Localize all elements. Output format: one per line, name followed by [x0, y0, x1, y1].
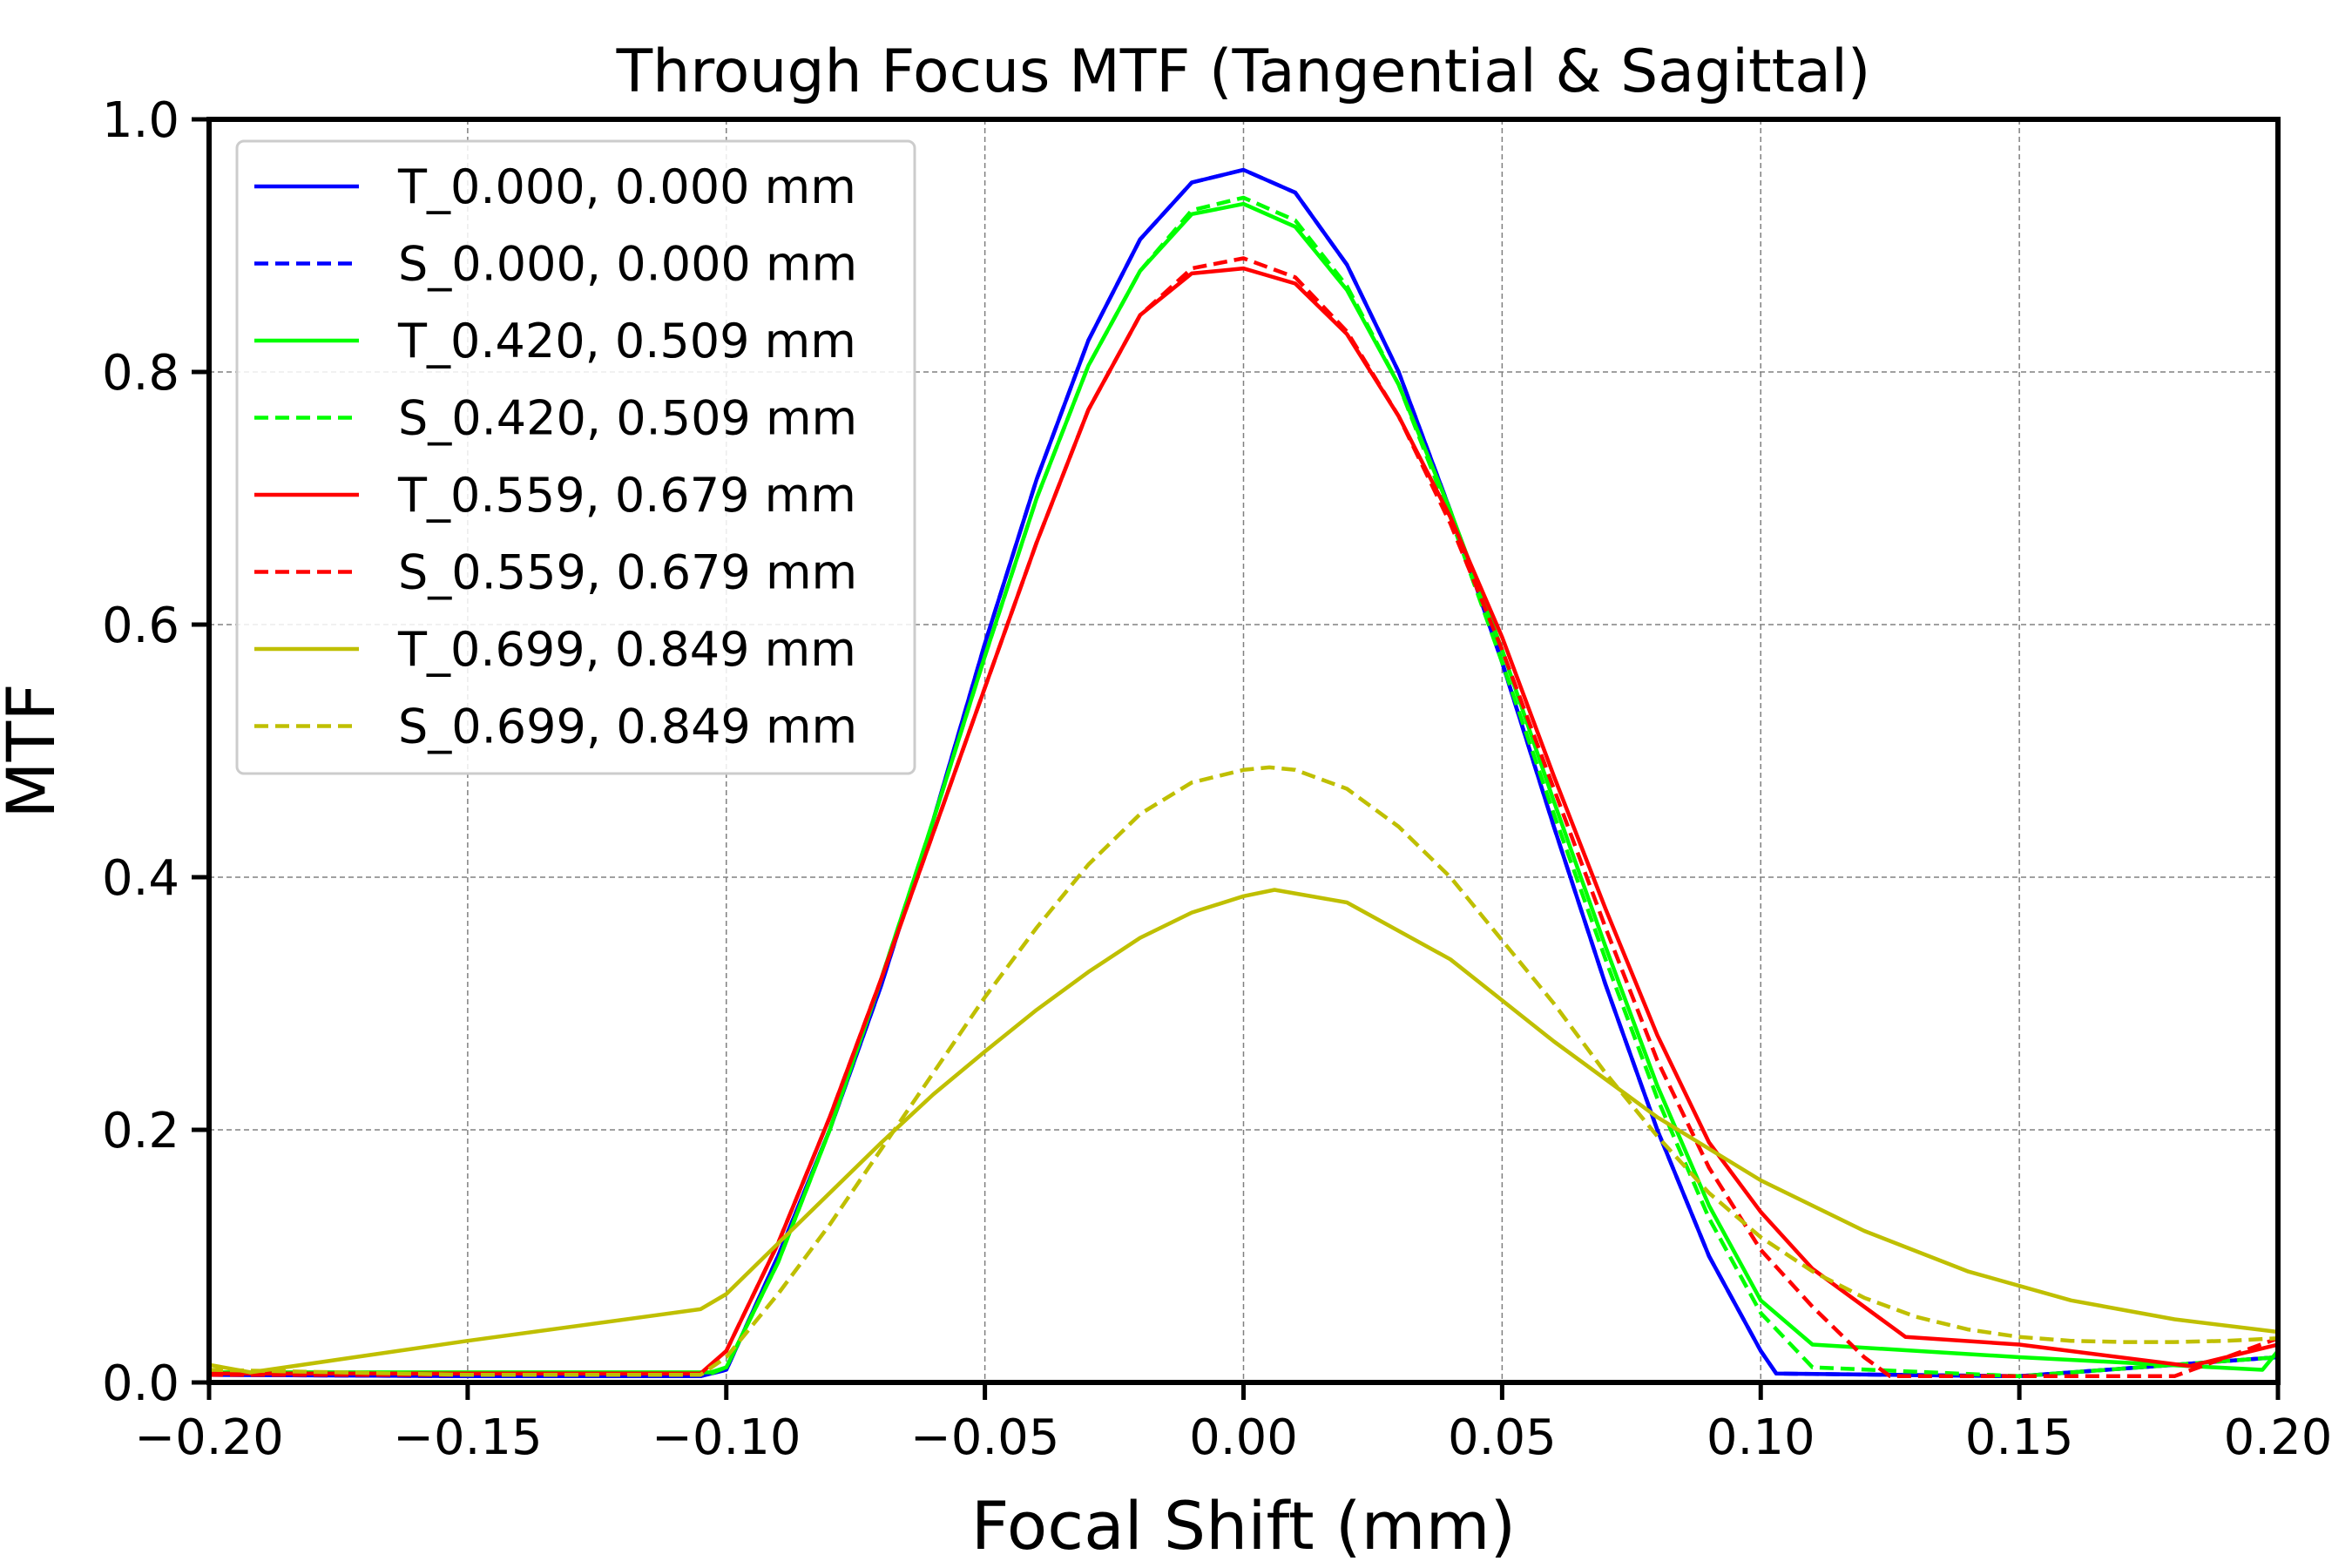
chart-title: Through Focus MTF (Tangential & Sagittal…: [616, 37, 1871, 106]
x-tick-label: 0.00: [1189, 1409, 1298, 1466]
y-tick-label: 1.0: [102, 92, 179, 149]
y-tick-label: 0.4: [102, 850, 179, 907]
x-tick-label: 0.05: [1448, 1409, 1557, 1466]
plot-series: [209, 167, 2278, 1379]
series-line-7: [209, 888, 2278, 1375]
y-tick-label: 0.0: [102, 1355, 179, 1412]
x-tick-label: −0.10: [652, 1409, 801, 1466]
x-tick-label: 0.15: [1965, 1409, 2074, 1466]
legend-label: T_0.420, 0.509 mm: [397, 314, 856, 368]
legend-label: S_0.699, 0.849 mm: [398, 700, 857, 754]
legend-label: T_0.699, 0.849 mm: [397, 622, 856, 677]
legend-label: S_0.000, 0.000 mm: [398, 237, 857, 292]
legend-label: T_0.559, 0.679 mm: [397, 468, 856, 523]
axis-ticks: −0.20 −0.15 −0.10 −0.05 0.00 0.05 0.10 0.15 0.20…: [102, 92, 2332, 1466]
x-tick-label: −0.05: [910, 1409, 1060, 1466]
series-line-8: [209, 765, 2278, 1377]
legend-label: S_0.559, 0.679 mm: [398, 545, 857, 600]
legend-label: T_0.000, 0.000 mm: [397, 159, 856, 214]
legend: T_0.000, 0.000 mm S_0.000, 0.000 mm T_0.42…: [235, 139, 916, 775]
legend-label: S_0.420, 0.509 mm: [398, 391, 857, 446]
y-tick-label: 0.6: [102, 598, 179, 654]
y-tick-label: 0.2: [102, 1103, 179, 1159]
x-tick-label: 0.20: [2224, 1409, 2333, 1466]
series-line-6: [209, 256, 2278, 1379]
y-tick-label: 0.8: [102, 345, 179, 402]
series-line-4: [209, 195, 2278, 1379]
y-axis-label: MTF: [0, 683, 70, 819]
x-tick-label: −0.20: [134, 1409, 284, 1466]
legend-box: [235, 139, 916, 775]
x-axis-label: Focal Shift (mm): [971, 1487, 1516, 1565]
x-tick-label: 0.10: [1707, 1409, 1815, 1466]
series-line-3: [209, 201, 2278, 1375]
x-tick-label: −0.15: [393, 1409, 543, 1466]
